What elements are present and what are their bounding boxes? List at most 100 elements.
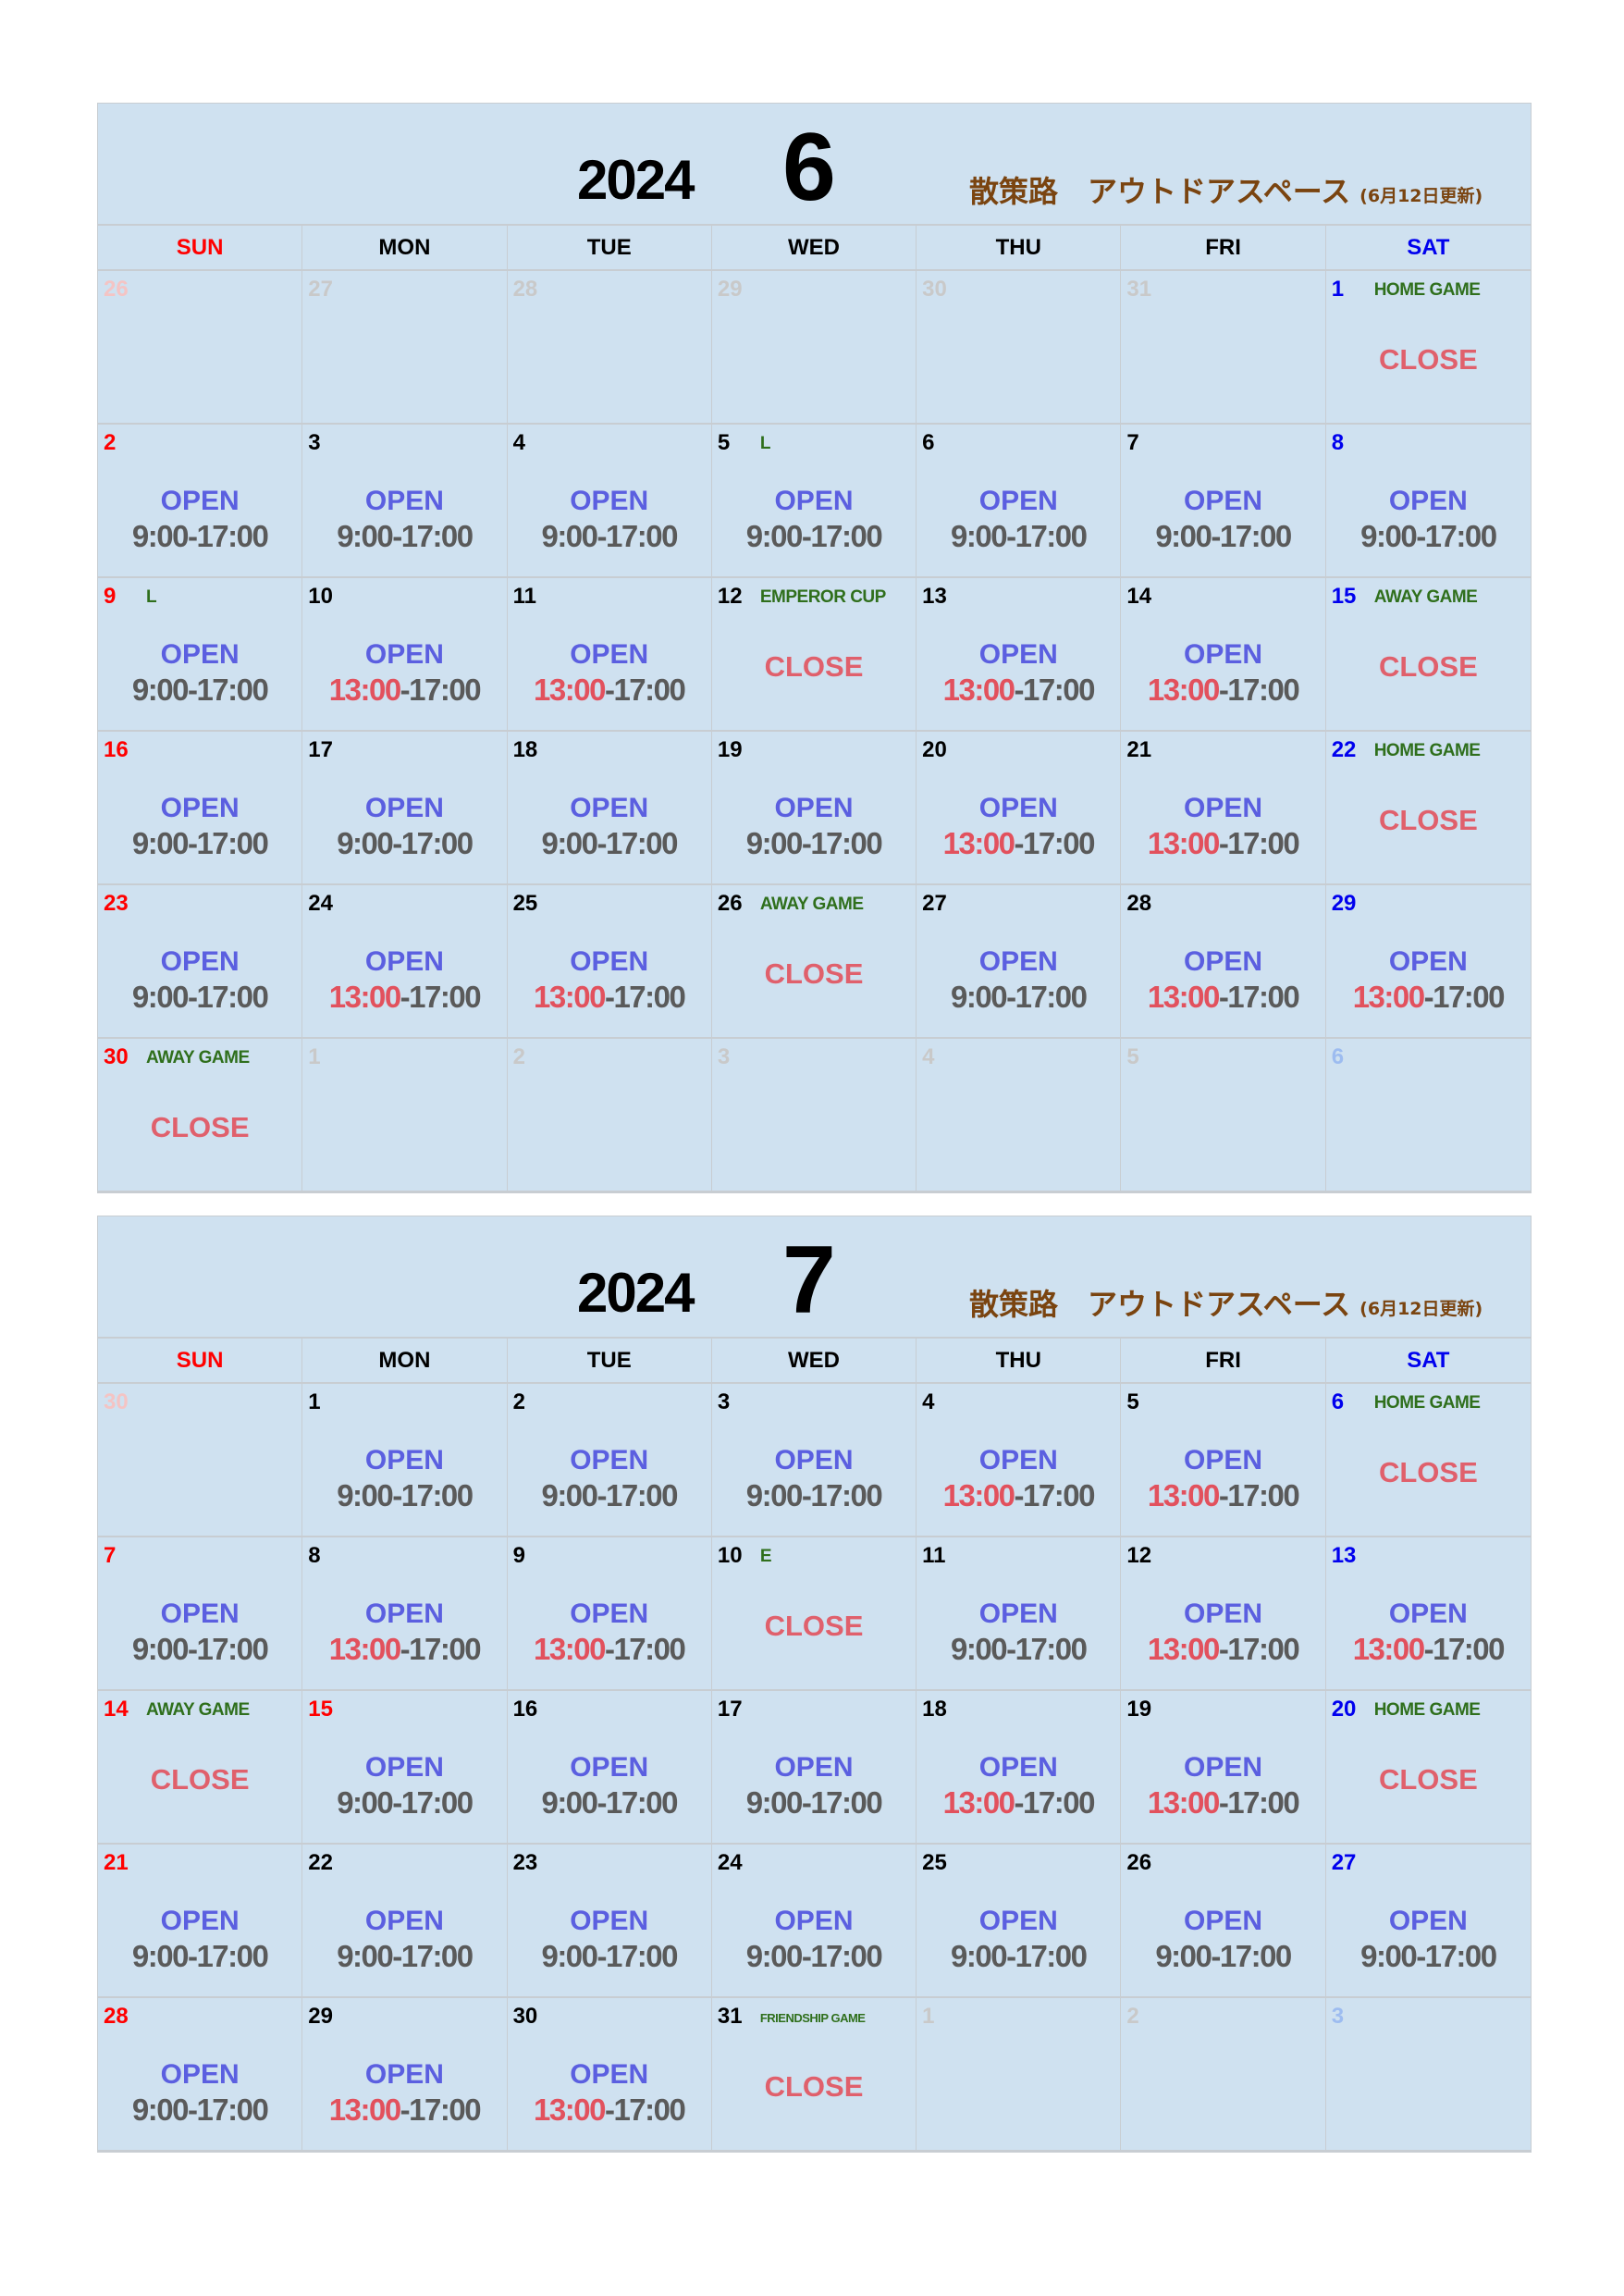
day-cell: 27 OPEN 9:00-17:00	[1325, 1845, 1531, 1998]
weekday-header: SUN	[98, 1339, 303, 1382]
day-cell: 14 OPEN 13:00-17:00	[1121, 578, 1326, 732]
end-time: -17:00	[1014, 1785, 1096, 1820]
end-time: -17:00	[597, 519, 679, 553]
closed-status: CLOSE	[150, 1111, 250, 1143]
day-cell: 15 OPEN 9:00-17:00	[302, 1691, 508, 1845]
start-time: 9:00	[541, 1785, 598, 1820]
month-label: 6	[782, 114, 836, 221]
event-label: HOME GAME	[1373, 741, 1481, 760]
day-cell: 24 OPEN 9:00-17:00	[711, 1845, 917, 1998]
day-number: 11	[922, 1543, 946, 1568]
day-cell: 19 OPEN 9:00-17:00	[711, 732, 917, 885]
open-status: OPEN	[570, 2059, 649, 2090]
day-cell: 31	[1121, 271, 1326, 425]
weekday-row: SUN MON TUE WED THU FRI SAT	[98, 226, 1531, 271]
day-number: 4	[922, 1044, 935, 1069]
day-number: 9	[104, 584, 117, 609]
day-cell: 6 OPEN 9:00-17:00	[917, 425, 1122, 578]
day-cell: 10 OPEN 13:00-17:00	[302, 578, 508, 732]
start-time: 9:00	[951, 519, 1008, 553]
day-number: 24	[717, 1850, 743, 1875]
end-time: -17:00	[400, 2092, 482, 2127]
day-cell: 7 OPEN 9:00-17:00	[1121, 425, 1326, 578]
opening-hours: 9:00-17:00	[98, 826, 301, 861]
day-number: 30	[104, 1389, 129, 1414]
opening-hours: 9:00-17:00	[508, 826, 711, 861]
day-cell: 27 OPEN 9:00-17:00	[917, 885, 1122, 1039]
day-cell: 30	[98, 1384, 303, 1537]
open-status: OPEN	[160, 946, 240, 977]
closed-status: CLOSE	[764, 2070, 864, 2103]
opening-hours: 13:00-17:00	[1326, 1632, 1531, 1667]
open-status: OPEN	[1184, 1445, 1263, 1475]
end-time: -17:00	[597, 826, 679, 860]
day-cell: 22 HOME GAME CLOSE	[1325, 732, 1531, 885]
day-number: 14	[1126, 584, 1152, 609]
day-cell: 28 OPEN 9:00-17:00	[98, 1998, 303, 2152]
day-number: 7	[104, 1543, 117, 1568]
weekday-row: SUN MON TUE WED THU FRI SAT	[98, 1339, 1531, 1384]
day-cell: 1 HOME GAME CLOSE	[1325, 271, 1531, 425]
opening-hours: 13:00-17:00	[917, 1478, 1120, 1513]
open-status: OPEN	[774, 1906, 854, 1936]
calendar-header: 2024 7 散策路 アウトドアスペース (6月12日更新)	[98, 1216, 1531, 1339]
open-status: OPEN	[364, 486, 444, 516]
opening-hours: 9:00-17:00	[712, 826, 916, 861]
day-number: 22	[308, 1850, 333, 1875]
open-status: OPEN	[364, 2059, 444, 2090]
start-time: 9:00	[337, 1939, 394, 1973]
start-time: 13:00	[1147, 1785, 1220, 1820]
day-cell: 6	[1325, 1039, 1531, 1192]
day-number: 14	[104, 1697, 129, 1722]
opening-hours: 9:00-17:00	[712, 1939, 916, 1974]
day-cell: 27	[302, 271, 508, 425]
day-cell: 11 OPEN 13:00-17:00	[507, 578, 712, 732]
end-time: -17:00	[1006, 980, 1088, 1014]
end-time: -17:00	[392, 1785, 474, 1820]
closed-status: CLOSE	[764, 957, 864, 990]
open-status: OPEN	[160, 639, 240, 670]
start-time: 9:00	[541, 1939, 598, 1973]
day-number: 28	[1126, 891, 1152, 916]
start-time: 9:00	[131, 673, 190, 707]
closed-status: CLOSE	[1378, 804, 1478, 836]
start-time: 9:00	[337, 519, 394, 553]
day-cell: 18 OPEN 13:00-17:00	[917, 1691, 1122, 1845]
closed-status: CLOSE	[1378, 1763, 1478, 1796]
open-status: OPEN	[774, 1752, 854, 1783]
closed-status: CLOSE	[1378, 1456, 1478, 1488]
day-cell: 4 OPEN 13:00-17:00	[917, 1384, 1122, 1537]
day-cell: 28	[507, 271, 712, 425]
day-number: 13	[1331, 1543, 1357, 1568]
start-time: 9:00	[745, 1785, 804, 1820]
open-status: OPEN	[364, 946, 444, 977]
end-time: -17:00	[400, 673, 482, 707]
day-cell: 16 OPEN 9:00-17:00	[98, 732, 303, 885]
open-status: OPEN	[1184, 486, 1263, 516]
start-time: 13:00	[942, 1478, 1015, 1512]
start-time: 13:00	[942, 1785, 1015, 1820]
opening-hours: 13:00-17:00	[1121, 1632, 1324, 1667]
day-number: 15	[308, 1697, 333, 1722]
day-grid: 26 27 28 29 30 31 1 HOME GAME CLOSE 2 OPEN 9:00-17:…	[98, 271, 1531, 1192]
start-time: 13:00	[1147, 1478, 1220, 1512]
month-calendar: 2024 6 散策路 アウトドアスペース (6月12日更新) SUN MON TUE WED T…	[97, 103, 1532, 1193]
day-cell: 21 OPEN 13:00-17:00	[1121, 732, 1326, 885]
day-cell: 20 OPEN 13:00-17:00	[917, 732, 1122, 885]
open-status: OPEN	[774, 1445, 854, 1475]
weekday-header: SAT	[1407, 234, 1450, 260]
day-cell: 3 OPEN 9:00-17:00	[711, 1384, 917, 1537]
weekday-header: MON	[302, 226, 508, 269]
day-cell: 9 OPEN 13:00-17:00	[507, 1537, 712, 1691]
opening-hours: 9:00-17:00	[302, 826, 506, 861]
weekday-header: WED	[712, 1339, 917, 1382]
opening-hours: 9:00-17:00	[1326, 519, 1531, 554]
opening-hours: 9:00-17:00	[98, 1939, 301, 1974]
opening-hours: 9:00-17:00	[712, 1478, 916, 1513]
opening-hours: 9:00-17:00	[917, 980, 1120, 1015]
day-cell: 23 OPEN 9:00-17:00	[98, 885, 303, 1039]
day-cell: 24 OPEN 13:00-17:00	[302, 885, 508, 1039]
day-number: 13	[922, 584, 947, 609]
open-status: OPEN	[364, 1445, 444, 1475]
month-label: 7	[782, 1227, 836, 1334]
